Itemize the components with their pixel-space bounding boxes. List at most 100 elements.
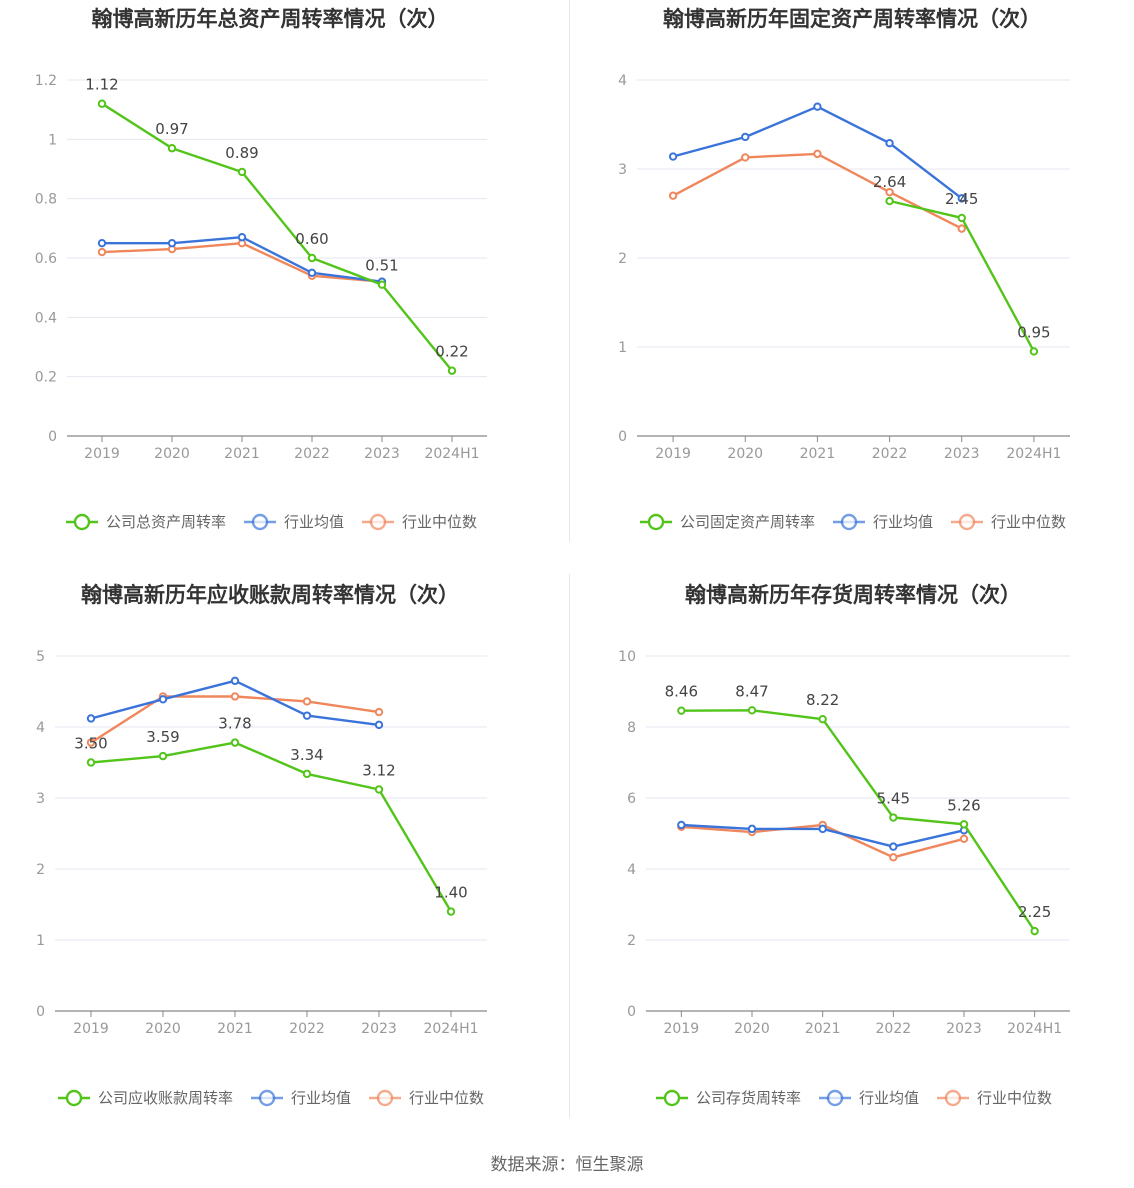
y-tick-label: 0.4 [35,310,57,326]
legend-item-company: 公司应收账款周转率 [58,1089,233,1107]
x-tick-label: 2020 [734,1021,770,1037]
legend-label: 公司应收账款周转率 [98,1089,233,1107]
y-tick-label: 0.8 [35,192,57,208]
x-tick-label: 2024H1 [1006,446,1061,462]
data-point-industry-average [158,695,168,704]
data-point-industry-average [307,268,317,278]
data-point-industry-median [86,738,96,747]
y-tick-label: 6 [627,791,636,807]
panel-divider-bottom [569,574,570,1118]
legend-marker [73,513,91,531]
data-point-industry-average [668,152,678,161]
data-label: 3.50 [74,735,107,753]
data-label: 0.89 [225,144,258,162]
chart-panel-receivables-turnover: 翰博高新历年应收账款周转率情况（次） 0 1 2 3 4 5 2019 2020 2021 2022… [0,575,569,1120]
data-label: 3.34 [290,746,323,764]
data-point-industry-average [818,824,827,834]
data-point-industry-average [374,720,384,730]
x-tick-label: 2022 [294,446,330,462]
data-point-industry-average [957,194,966,203]
data-label: 0.97 [155,120,188,138]
x-tick-label: 2021 [217,1021,253,1037]
data-point-industry-average [747,824,757,834]
data-point-company [889,813,898,822]
x-tick-label: 2019 [664,1021,700,1037]
data-label: 8.46 [665,683,698,701]
series-line-company [889,199,1035,352]
legend-label: 行业均值 [873,513,933,531]
y-tick-label: 2 [627,933,636,949]
data-point-industry-median [668,191,678,200]
x-tick-label: 2023 [361,1021,397,1037]
legend-marker [647,513,665,531]
y-tick-label: 0 [36,1004,45,1020]
x-tick-label: 2020 [145,1021,181,1037]
y-tick-label: 3 [618,162,627,178]
data-label: 1.40 [434,884,467,902]
data-point-company [447,366,457,375]
legend-label: 行业中位数 [409,1089,484,1107]
legend-marker [376,1089,394,1107]
data-label: 5.45 [877,790,910,808]
legend-label: 行业中位数 [402,513,477,531]
data-point-industry-median [813,149,822,159]
data-label: 0.95 [1017,323,1050,341]
data-point-company [818,714,827,724]
chart-svg: 翰博高新历年应收账款周转率情况（次） 0 1 2 3 4 5 2019 2020 2021 2022… [36,583,487,1107]
data-point-company [446,907,456,916]
x-tick-label: 2020 [154,446,190,462]
series-line-company [101,102,453,372]
data-label: 0.51 [365,257,398,275]
data-label: 5.26 [947,796,980,814]
y-tick-label: 4 [618,73,627,89]
data-point-industry-average [889,842,898,851]
x-tick-label: 2022 [289,1021,325,1037]
legend-marker [826,1089,844,1107]
legend-label: 行业均值 [291,1089,351,1107]
legend-label: 公司固定资产周转率 [680,513,815,531]
legend-label: 公司存货周转率 [696,1089,801,1107]
data-point-industry-median [889,853,898,862]
y-tick-label: 8 [627,720,636,736]
legend-item-company: 公司固定资产周转率 [640,513,815,531]
legend-item-industry-median: 行业中位数 [362,513,477,531]
y-tick-label: 1 [618,340,627,356]
y-tick-label: 4 [36,720,45,736]
data-point-company [377,280,387,289]
data-point-company [959,820,969,829]
data-label: 3.78 [218,715,251,733]
x-tick-label: 2022 [876,1021,912,1037]
data-point-company [747,706,757,715]
x-tick-label: 2021 [805,1021,841,1037]
legend-marker [944,1089,962,1107]
x-tick-label: 2019 [73,1021,109,1037]
data-point-industry-average [86,714,96,723]
y-tick-label: 1 [48,132,57,148]
y-tick-label: 3 [36,791,45,807]
data-point-company [302,769,312,779]
data-point-industry-average [813,102,822,111]
legend-item-industry-median: 行业中位数 [951,513,1066,531]
data-label: 2.25 [1018,903,1051,921]
legend-marker [369,513,387,531]
y-tick-label: 4 [627,862,636,878]
chart-svg: 翰博高新历年存货周转率情况（次） 0 2 4 6 8 10 2019 2020 2021 2022 2… [618,583,1070,1107]
data-label: 2.45 [945,190,978,208]
data-point-industry-median [959,834,969,844]
chart-title: 翰博高新历年存货周转率情况（次） [685,583,1021,607]
y-tick-label: 0.2 [35,370,57,386]
data-point-company [885,196,894,206]
data-point-industry-median [374,707,384,717]
legend-item-industry-average: 行业均值 [819,1089,919,1107]
data-label: 1.12 [85,76,118,94]
data-label: 3.59 [146,728,179,746]
y-tick-label: 1.2 [35,73,57,89]
data-point-industry-average [167,238,177,248]
data-point-industry-average [97,238,107,248]
x-tick-label: 2023 [944,446,980,462]
legend-marker [251,513,269,531]
legend-label: 行业均值 [859,1089,919,1107]
legend-item-industry-median: 行业中位数 [937,1089,1052,1107]
chart-title: 翰博高新历年固定资产周转率情况（次） [663,7,1041,31]
legend-item-industry-average: 行业均值 [251,1089,351,1107]
